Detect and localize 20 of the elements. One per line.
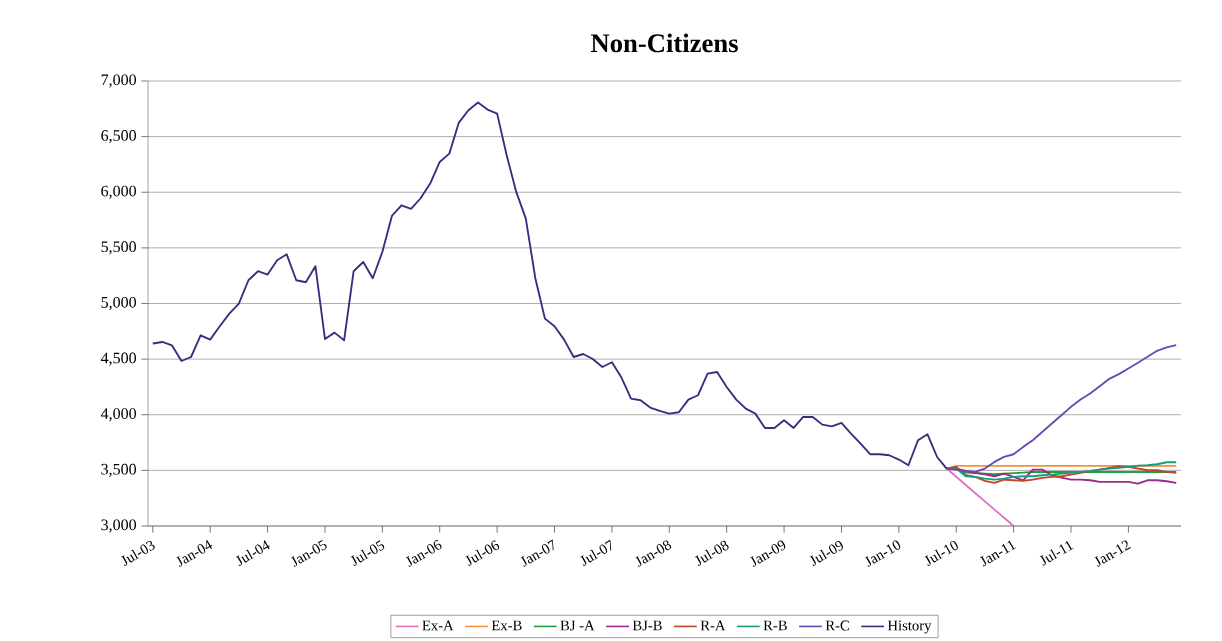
legend-label: Ex-A [422,620,454,631]
legend-label: BJ -A [560,620,595,631]
y-tick-label: 5,000 [101,296,137,311]
y-tick-label: 3,500 [101,463,137,477]
y-tick-label: 4,000 [100,408,137,422]
y-tick-label: 6,000 [101,185,137,199]
legend-label: R-A [700,620,726,631]
legend-label: R-B [763,620,787,631]
y-tick-label: 4,500 [100,352,137,366]
y-tick-label: 7,000 [101,74,137,88]
line-series [945,467,1015,526]
chart-title: Non-Citizens [590,33,738,53]
legend-label: R-C [825,620,849,631]
legend-label: BJ-B [632,620,662,631]
legend-label: History [887,620,932,634]
y-tick-label: 5,500 [101,241,137,255]
line-series [151,101,948,470]
legend-label: Ex-B [491,620,522,631]
y-tick-label: 3,000 [101,519,137,533]
y-tick-label: 6,500 [101,130,137,144]
